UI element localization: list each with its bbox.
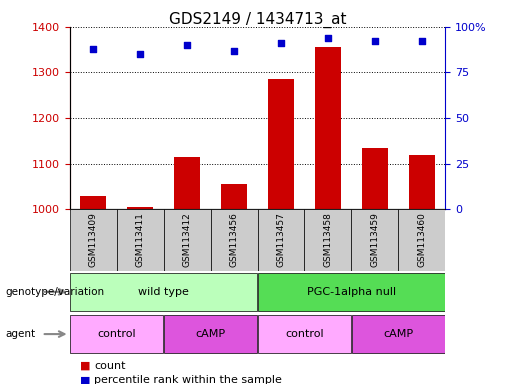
Text: GSM113457: GSM113457: [277, 213, 285, 267]
Bar: [221, 184, 247, 209]
Point: [418, 38, 426, 45]
Bar: [71, 315, 163, 353]
Bar: [268, 79, 294, 209]
Bar: [211, 209, 258, 271]
Text: cAMP: cAMP: [384, 329, 414, 339]
Text: control: control: [285, 329, 324, 339]
Bar: [164, 315, 256, 353]
Text: GSM113456: GSM113456: [230, 213, 238, 267]
Bar: [70, 209, 116, 271]
Text: genotype/variation: genotype/variation: [5, 287, 104, 297]
Text: agent: agent: [5, 329, 35, 339]
Bar: [259, 315, 351, 353]
Text: GSM113411: GSM113411: [135, 213, 145, 267]
Text: control: control: [97, 329, 136, 339]
Bar: [315, 47, 341, 209]
Text: GSM113460: GSM113460: [418, 213, 426, 267]
Bar: [399, 209, 445, 271]
Bar: [127, 207, 153, 209]
Text: GSM113459: GSM113459: [370, 213, 380, 267]
Point: [89, 46, 97, 52]
Point: [324, 35, 332, 41]
Bar: [116, 209, 164, 271]
Bar: [352, 315, 444, 353]
Point: [371, 38, 379, 45]
Text: GSM113458: GSM113458: [323, 213, 333, 267]
Bar: [71, 273, 256, 311]
Bar: [80, 195, 106, 209]
Text: GSM113409: GSM113409: [89, 213, 97, 267]
Text: GDS2149 / 1434713_at: GDS2149 / 1434713_at: [169, 12, 346, 28]
Bar: [164, 209, 211, 271]
Text: count: count: [94, 361, 126, 371]
Bar: [259, 273, 444, 311]
Point: [183, 42, 191, 48]
Bar: [409, 155, 435, 209]
Bar: [304, 209, 352, 271]
Point: [277, 40, 285, 46]
Point: [230, 48, 238, 54]
Text: cAMP: cAMP: [196, 329, 226, 339]
Text: GSM113412: GSM113412: [182, 213, 192, 267]
Bar: [258, 209, 304, 271]
Text: percentile rank within the sample: percentile rank within the sample: [94, 375, 282, 384]
Point: [136, 51, 144, 57]
Text: ■: ■: [80, 375, 90, 384]
Bar: [362, 148, 388, 209]
Text: wild type: wild type: [138, 287, 189, 297]
Text: PGC-1alpha null: PGC-1alpha null: [307, 287, 396, 297]
Bar: [174, 157, 200, 209]
Text: ■: ■: [80, 361, 90, 371]
Bar: [352, 209, 399, 271]
